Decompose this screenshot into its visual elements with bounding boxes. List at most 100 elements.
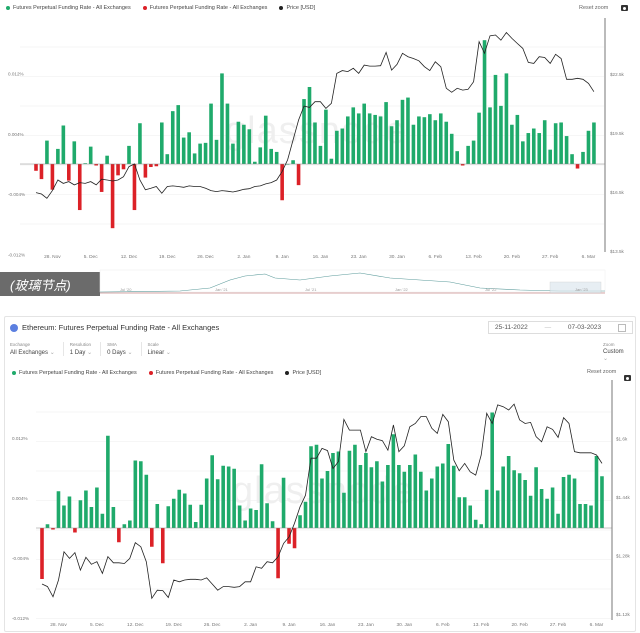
funding-bar-positive	[281, 477, 286, 528]
date-range-picker[interactable]: 25-11-2022 — 07-03-2023	[488, 321, 633, 334]
funding-bar-negative	[575, 164, 580, 169]
legend-item-positive[interactable]: Futures Perpetual Funding Rate - All Exc…	[12, 370, 137, 376]
funding-bar-positive	[291, 160, 295, 164]
y-right-tick-label: $16.5k	[610, 190, 624, 195]
funding-bar-positive	[188, 504, 193, 528]
funding-bar-positive	[402, 471, 407, 528]
legend-item-price[interactable]: Price [USD]	[285, 370, 321, 376]
funding-bar-positive	[309, 446, 313, 528]
funding-bar-positive	[397, 465, 401, 528]
funding-bar-positive	[170, 111, 175, 164]
legend-label: Futures Perpetual Funding Rate - All Exc…	[19, 370, 137, 376]
legend-item-positive[interactable]: Futures Perpetual Funding Rate - All Exc…	[6, 5, 131, 11]
funding-bar-negative	[50, 164, 55, 190]
funding-bar-positive	[209, 103, 213, 164]
caption-overlay: (玻璃节点)	[0, 272, 100, 296]
funding-bar-positive	[247, 129, 252, 164]
top-reset-zoom-button[interactable]: Reset zoom	[579, 5, 609, 11]
funding-bar-positive	[192, 153, 197, 164]
funding-bar-positive	[550, 487, 555, 528]
resolution-select[interactable]: Resolution 1 Day ⌄	[70, 342, 102, 356]
scale-select[interactable]: Scale Linear ⌄	[148, 342, 179, 356]
funding-bar-positive	[336, 451, 341, 528]
funding-bar-positive	[318, 145, 323, 164]
funding-bar-positive	[531, 128, 536, 164]
funding-bar-negative	[110, 164, 115, 229]
sma-select[interactable]: SMA 0 Days ⌄	[107, 342, 142, 356]
funding-bar-positive	[314, 444, 319, 528]
funding-bar-positive	[592, 122, 596, 164]
funding-bar-positive	[61, 125, 66, 164]
legend-label: Futures Perpetual Funding Rate - All Exc…	[13, 5, 131, 11]
funding-bar-positive	[542, 120, 547, 164]
x-tick-label: 23. Jan	[351, 254, 367, 260]
red-dot-icon	[142, 6, 147, 10]
funding-bar-positive	[424, 490, 429, 528]
date-from[interactable]: 25-11-2022	[495, 324, 528, 331]
funding-bar-negative	[77, 164, 82, 211]
navigator-series	[99, 272, 605, 293]
funding-bar-positive	[553, 123, 558, 164]
funding-bar-positive	[199, 504, 204, 528]
bottom-camera-icon[interactable]	[624, 375, 631, 381]
funding-bar-positive	[512, 470, 516, 528]
legend-item-price[interactable]: Price [USD]	[279, 5, 315, 11]
funding-bar-positive	[495, 490, 500, 528]
x-tick-label: 13. Feb	[473, 622, 490, 628]
control-label: Zoom	[603, 342, 615, 347]
funding-bar-negative	[34, 164, 38, 171]
funding-bar-positive	[556, 513, 560, 528]
funding-bar-positive	[581, 151, 585, 164]
x-tick-label: 27. Feb	[542, 254, 559, 260]
funding-bar-negative	[51, 528, 55, 530]
funding-bar-positive	[160, 122, 164, 164]
y-right-tick-label: $1.44k	[616, 495, 630, 500]
eth-chart: 28. Nov 5. Dec 12. Dec 19. Dec 26. Dec 2. Jan…	[12, 380, 630, 628]
navigator-selection-handle[interactable]	[549, 281, 602, 294]
funding-bar-positive	[417, 116, 421, 164]
funding-bar-positive	[548, 149, 552, 164]
funding-bar-negative	[132, 164, 137, 211]
calendar-icon[interactable]	[617, 323, 626, 332]
legend-item-negative[interactable]: Futures Perpetual Funding Rate - All Exc…	[142, 5, 267, 11]
funding-bar-positive	[215, 479, 220, 528]
funding-bar-positive	[367, 113, 372, 164]
date-to[interactable]: 07-03-2023	[567, 324, 602, 331]
zoom-select[interactable]: Zoom Custom ⌄	[603, 342, 634, 362]
funding-bar-positive	[378, 116, 383, 164]
funding-bar-positive	[89, 507, 94, 528]
ethereum-icon	[10, 323, 18, 332]
x-tick-label: 6. Feb	[436, 622, 450, 628]
funding-bar-positive	[325, 471, 330, 528]
funding-bar-positive	[347, 450, 352, 528]
funding-bar-positive	[181, 137, 186, 164]
y-right-tick-label: $1.28k	[616, 553, 630, 558]
funding-bar-positive	[187, 132, 191, 164]
x-tick-label: 5. Dec	[84, 254, 98, 260]
price-line	[35, 31, 595, 199]
top-camera-icon[interactable]	[621, 5, 628, 11]
eth-chart-title: Ethereum: Futures Perpetual Funding Rate…	[10, 323, 219, 332]
funding-bar-positive	[242, 124, 246, 164]
funding-bar-positive	[564, 136, 569, 164]
funding-bar-positive	[380, 481, 385, 528]
funding-bar-positive	[203, 142, 208, 164]
navigator: Jul '20 Jan '21 Jul '21 Jan '22 Jul '22 Jan '…	[99, 269, 606, 294]
funding-bar-positive	[537, 133, 542, 164]
legend-item-negative[interactable]: Futures Perpetual Funding Rate - All Exc…	[148, 370, 273, 376]
x-tick-label: 2. Jan	[237, 254, 250, 260]
y-right-tick-label: $13.5k	[610, 249, 624, 254]
funding-bar-negative	[94, 164, 98, 166]
x-tick-label: 27. Feb	[550, 622, 567, 628]
funding-bar-positive	[440, 463, 445, 528]
funding-bar-positive	[56, 148, 60, 164]
funding-bar-positive	[504, 73, 509, 164]
bottom-reset-zoom-button[interactable]: Reset zoom	[587, 369, 617, 375]
exchange-select[interactable]: Exchange All Exchanges ⌄	[10, 342, 64, 356]
funding-bar-negative	[143, 164, 148, 178]
y-right-tick-label: $1.6k	[616, 437, 628, 442]
x-tick-label: 12. Dec	[121, 254, 138, 260]
funding-bar-positive	[307, 86, 312, 164]
x-tick-label: 6. Feb	[429, 254, 443, 260]
y-left-tick-label: -0.004%	[8, 192, 25, 197]
